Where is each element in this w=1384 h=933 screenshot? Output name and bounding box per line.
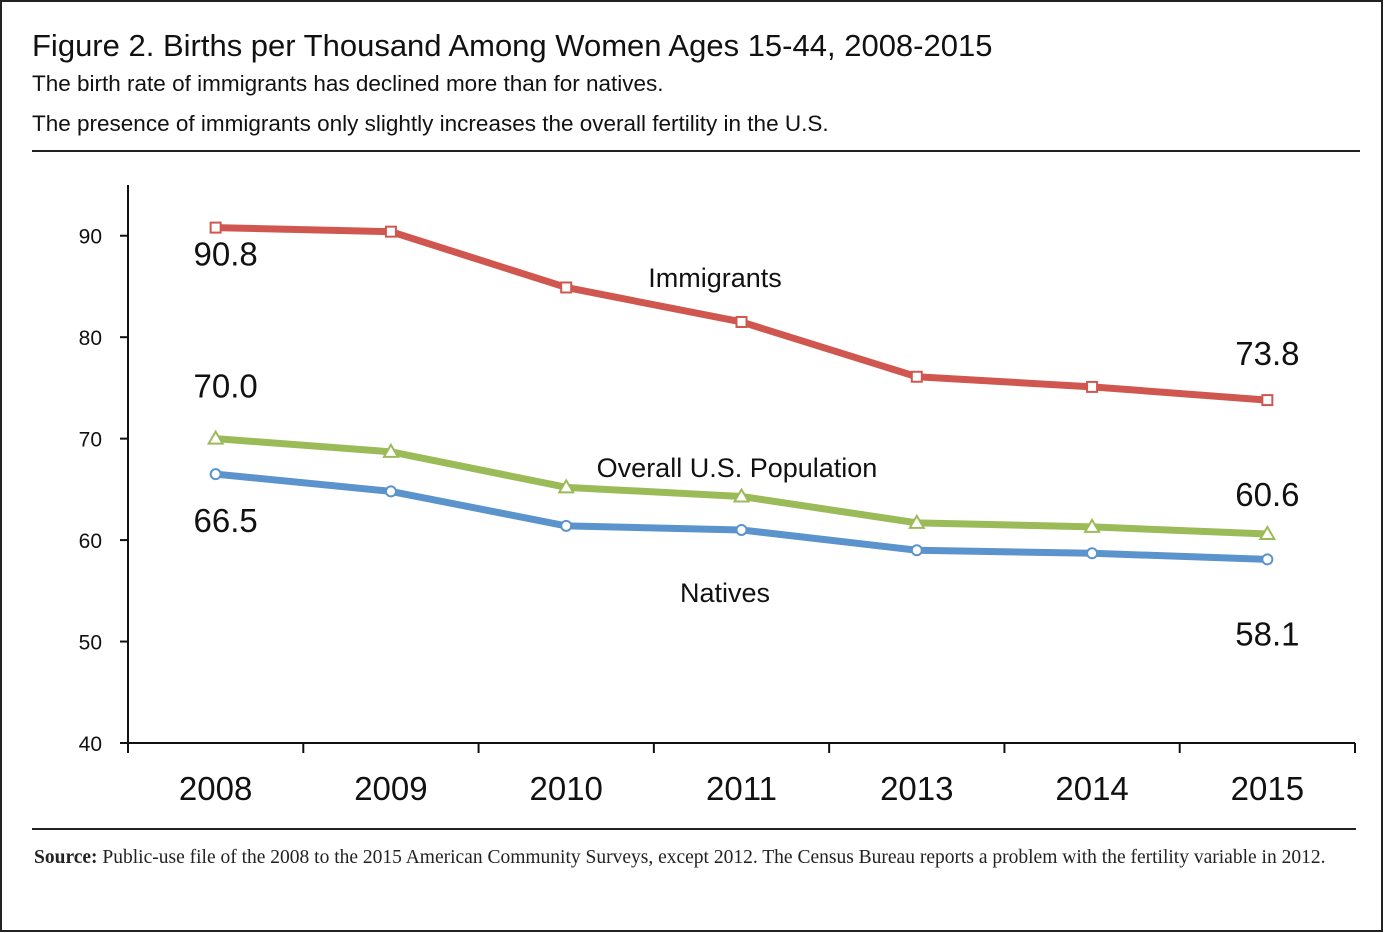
data-label: 70.0 xyxy=(194,368,258,405)
subtitle: The presence of immigrants only slightly… xyxy=(32,111,829,136)
y-tick-label: 40 xyxy=(79,733,102,756)
x-tick-label: 2015 xyxy=(1231,770,1304,807)
marker xyxy=(209,221,222,234)
x-tick-label: 2011 xyxy=(706,770,777,807)
marker xyxy=(560,519,573,532)
source-text: Public-use file of the 2008 to the 2015 … xyxy=(102,847,1326,868)
marker xyxy=(1261,394,1274,407)
series-label: Immigrants xyxy=(648,263,782,293)
data-label: 66.5 xyxy=(194,502,258,539)
series-line xyxy=(215,470,1268,563)
marker xyxy=(382,442,400,458)
marker xyxy=(209,468,222,481)
y-tick-label: 60 xyxy=(79,530,102,553)
marker xyxy=(1258,525,1277,541)
marker xyxy=(384,225,397,238)
marker xyxy=(1261,553,1274,566)
source-label: Source: xyxy=(34,847,98,868)
x-tick-label: 2008 xyxy=(179,770,252,807)
source-note: Source: Public-use file of the 2008 to t… xyxy=(34,843,1358,873)
x-tick-label: 2009 xyxy=(354,770,427,807)
series-line xyxy=(215,224,1268,404)
data-label: 60.6 xyxy=(1235,476,1299,513)
y-tick-label: 50 xyxy=(79,632,102,655)
data-label: 58.1 xyxy=(1235,615,1299,652)
marker xyxy=(560,281,573,294)
marker xyxy=(206,429,225,445)
x-tick-label: 2014 xyxy=(1055,770,1128,807)
marker xyxy=(732,487,751,503)
data-label: 73.8 xyxy=(1235,335,1299,372)
y-tick-label: 80 xyxy=(79,327,102,350)
series-label: Overall U.S. Population xyxy=(597,453,878,483)
chart-title: Figure 2. Births per Thousand Among Wome… xyxy=(32,28,992,63)
marker xyxy=(557,478,575,494)
marker xyxy=(910,544,923,557)
subtitle: The birth rate of immigrants has decline… xyxy=(32,71,664,96)
y-tick-label: 70 xyxy=(79,429,102,452)
marker xyxy=(1083,517,1101,533)
series-label: Natives xyxy=(680,578,770,608)
data-label: 90.8 xyxy=(194,236,258,273)
marker xyxy=(1086,547,1099,560)
marker xyxy=(735,315,748,328)
marker xyxy=(908,513,926,529)
marker xyxy=(910,370,923,383)
marker xyxy=(1086,380,1099,393)
marker xyxy=(735,523,748,536)
y-tick-label: 90 xyxy=(79,226,102,249)
x-tick-label: 2010 xyxy=(530,770,603,807)
marker xyxy=(384,485,397,498)
x-tick-label: 2013 xyxy=(880,770,953,807)
